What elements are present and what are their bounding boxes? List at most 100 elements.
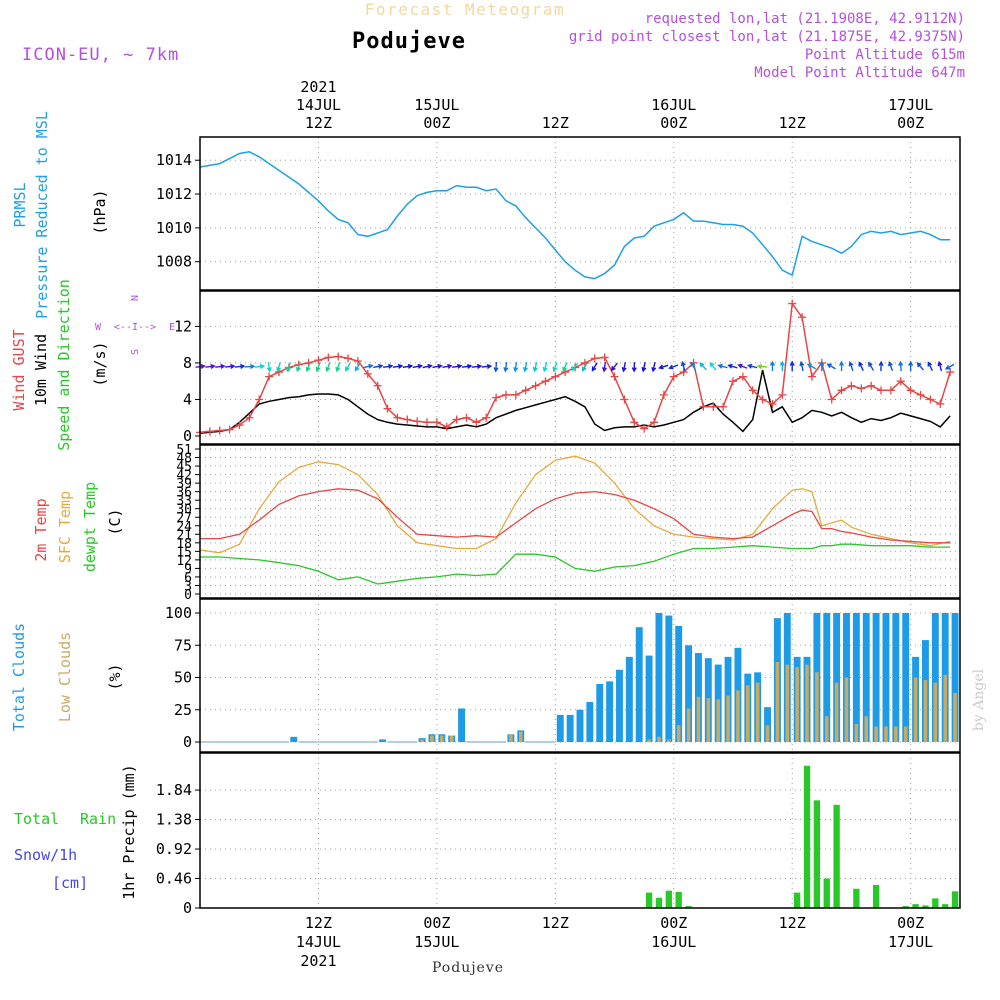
gust-marker [748, 386, 757, 395]
gust-marker [610, 372, 619, 381]
wind-direction-arrow [944, 363, 955, 370]
y-tick-label: 100 [165, 604, 192, 622]
low-cloud-bar [686, 708, 691, 742]
rain-bar [665, 890, 672, 908]
total-cloud-bar [902, 613, 910, 742]
wind-direction-arrow [315, 362, 321, 373]
low-cloud-bar [667, 739, 671, 742]
gust-marker [896, 377, 905, 386]
compass-e: E [169, 322, 175, 333]
model-label: ICON-EU, ~ 7km [22, 45, 179, 65]
top-tick-label: 12Z [779, 114, 806, 132]
wind-direction-arrow [503, 362, 509, 373]
gust-marker [334, 352, 343, 361]
wind-direction-arrow [335, 362, 341, 373]
low-cloud-bar [785, 664, 790, 742]
total-cloud-bar [655, 613, 663, 742]
low-cloud-bar [430, 735, 434, 742]
y-tick-label: 0 [183, 733, 192, 751]
wind-direction-arrow [839, 360, 845, 372]
total-cloud-bar [833, 613, 841, 742]
gust-marker [916, 390, 925, 399]
pressure-y-axis: 1008 1010 1012 1014 [156, 151, 200, 271]
low-cloud-bar [913, 677, 918, 742]
y-tick-label: 3 [184, 579, 192, 594]
total-cloud-bar [872, 613, 880, 742]
bottom-tick-label: 16JUL [651, 933, 696, 951]
y-tick-label: 45 [176, 460, 192, 475]
wind-direction-arrow [591, 362, 598, 372]
precip-plot [200, 765, 960, 909]
gust-marker [215, 426, 224, 435]
y-tick-label: 15 [176, 545, 192, 560]
pressure-label-msl: Pressure Reduced to MSL [33, 111, 51, 319]
compass-rose: N S <--I--> W E [95, 295, 175, 355]
y-tick-label: 0 [183, 427, 192, 445]
y-tick-label: 0 [183, 899, 192, 917]
total-cloud-bar [665, 615, 673, 742]
wind-direction-arrow [205, 363, 216, 369]
wind-direction-arrow [806, 363, 817, 370]
top-tick-label: 12Z [305, 114, 332, 132]
y-tick-label: 75 [174, 636, 192, 654]
gust-marker [344, 354, 353, 363]
rain-bar [951, 891, 959, 908]
total-cloud-bar [862, 613, 870, 742]
total-cloud-bar [675, 625, 683, 742]
wind-direction-arrow [581, 362, 588, 372]
total-cloud-bar [616, 669, 623, 742]
wind-direction-arrow [868, 361, 875, 371]
low-cloud-bar [765, 725, 770, 742]
gust-marker [541, 377, 550, 386]
gust-marker [926, 395, 935, 404]
wind-direction-arrow [727, 363, 738, 369]
total-cloud-bar [882, 613, 890, 742]
rain-bar [685, 906, 692, 908]
gust-marker [886, 386, 895, 395]
compass-n: N [130, 295, 141, 301]
gust-marker [452, 415, 461, 424]
top-tick-label: 14JUL [296, 96, 341, 114]
wind-direction-arrow [927, 361, 933, 371]
total-cloud-bar [606, 681, 614, 742]
y-tick-label: 1008 [156, 253, 192, 271]
y-tick-label: 1012 [156, 185, 192, 203]
total-cloud-bar [645, 655, 653, 742]
wind-direction-arrow [756, 363, 768, 369]
gust-marker [590, 354, 599, 363]
y-tick-label: 6 [184, 571, 192, 586]
gust-marker [501, 390, 510, 399]
low-cloud-bar [746, 685, 750, 742]
wind-direction-arrow [305, 362, 311, 373]
total-cloud-bar [685, 645, 693, 742]
gust-marker [492, 393, 501, 402]
gust-marker [679, 368, 688, 377]
wind-speed-line [199, 370, 951, 435]
y-tick-label: 33 [176, 494, 192, 509]
wind-direction-arrow [709, 361, 717, 371]
wind-direction-arrow [658, 364, 669, 370]
y-tick-label: 1.38 [156, 811, 192, 829]
gust-marker [877, 386, 886, 395]
low-cloud-bar [519, 731, 523, 742]
wind-direction-arrow [392, 363, 404, 369]
wind-direction-arrow [621, 362, 627, 373]
y-tick-label: 50 [174, 669, 192, 687]
top-tick-label: 00Z [897, 114, 924, 132]
gust-marker [393, 413, 402, 422]
total-cloud-bar [566, 714, 574, 742]
gust-marker [867, 381, 876, 390]
y-tick-label: 24 [176, 520, 192, 535]
rain-bar [793, 892, 801, 908]
bottom-tick-label: 14JUL [296, 933, 341, 951]
wind-direction-arrow [651, 362, 657, 373]
point-altitude: Point Altitude 615m [805, 47, 965, 63]
gust-marker [472, 418, 481, 427]
rain-bar [853, 888, 860, 908]
temperature-panel: 2m Temp SFC Temp dewpt Temp (C) 03691215… [32, 443, 951, 603]
gust-marker [413, 417, 422, 426]
gust-marker [511, 390, 520, 399]
